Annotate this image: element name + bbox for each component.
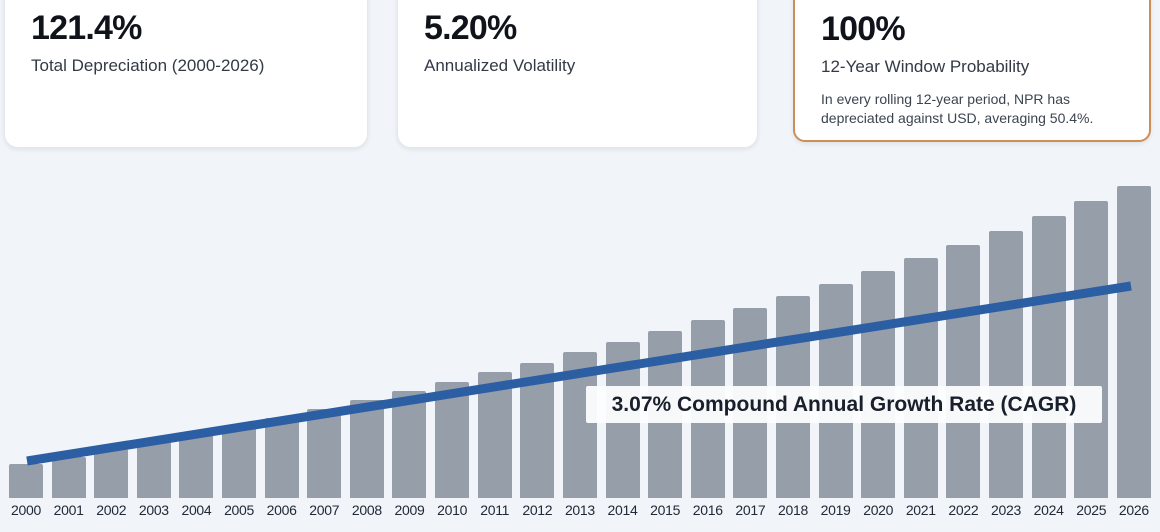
- x-label-2003: 2003: [138, 502, 169, 518]
- cagr-annotation: 3.07% Compound Annual Growth Rate (CAGR): [586, 386, 1102, 423]
- x-label-2002: 2002: [96, 502, 127, 518]
- bar-2006: [264, 418, 299, 498]
- x-label-2011: 2011: [480, 502, 510, 518]
- x-label-2013: 2013: [564, 502, 595, 518]
- stat-card-total-depreciation[interactable]: 121.4% Total Depreciation (2000-2026): [4, 0, 368, 148]
- x-label-2026: 2026: [1118, 502, 1149, 518]
- x-label-2014: 2014: [607, 502, 638, 518]
- stat-card-12-year-window-probability[interactable]: 100% 12-Year Window Probability In every…: [793, 0, 1151, 142]
- x-label-2017: 2017: [735, 502, 766, 518]
- bar-2004: [179, 434, 214, 498]
- bar-2010: [435, 382, 470, 498]
- bar-2021: [903, 258, 938, 498]
- bar-2001: [51, 457, 86, 498]
- x-label-2023: 2023: [991, 502, 1021, 518]
- x-label-2012: 2012: [522, 502, 553, 518]
- stat-label: Annualized Volatility: [424, 56, 576, 75]
- x-label-2020: 2020: [863, 502, 894, 518]
- x-label-2006: 2006: [266, 502, 297, 518]
- x-label-2004: 2004: [181, 502, 212, 518]
- bar-2026: [1116, 186, 1151, 498]
- bar-2020: [861, 271, 896, 498]
- bar-2022: [946, 245, 981, 498]
- stat-card-annualized-volatility[interactable]: 5.20% Annualized Volatility: [397, 0, 758, 148]
- x-label-2005: 2005: [224, 502, 255, 518]
- x-label-2000: 2000: [11, 502, 41, 518]
- bar-2003: [136, 442, 171, 498]
- stat-value: 5.20%: [424, 9, 517, 47]
- x-label-2019: 2019: [820, 502, 851, 518]
- x-label-2015: 2015: [650, 502, 681, 518]
- bar-2025: [1074, 201, 1109, 498]
- bar-2009: [392, 391, 427, 498]
- x-axis-labels: 2000 2001 2002 2003 2004 2005 2006 2007 2008 2009…: [0, 502, 1160, 518]
- stat-label: 12-Year Window Probability: [821, 57, 1030, 76]
- bar-2000: [9, 464, 43, 498]
- bar-2024: [1031, 216, 1066, 498]
- x-label-2024: 2024: [1033, 502, 1064, 518]
- bar-2005: [222, 426, 257, 498]
- bar-2007: [307, 409, 342, 498]
- x-label-2018: 2018: [777, 502, 808, 518]
- stat-label: Total Depreciation (2000-2026): [31, 56, 265, 75]
- x-label-2001: 2001: [53, 502, 84, 518]
- stat-description: In every rolling 12-year period, NPR has…: [821, 91, 1094, 126]
- x-label-2009: 2009: [394, 502, 425, 518]
- bar-2008: [349, 400, 384, 498]
- x-label-2008: 2008: [351, 502, 382, 518]
- bar-2002: [94, 449, 129, 498]
- bar-2013: [562, 352, 597, 498]
- bar-series: [0, 186, 1160, 498]
- bar-2012: [520, 363, 555, 498]
- x-label-2022: 2022: [948, 502, 979, 518]
- bar-2023: [989, 231, 1024, 498]
- bar-2011: [477, 372, 512, 498]
- x-label-2025: 2025: [1076, 502, 1107, 518]
- x-label-2021: 2021: [905, 502, 936, 518]
- x-label-2007: 2007: [309, 502, 340, 518]
- x-label-2016: 2016: [692, 502, 723, 518]
- x-label-2010: 2010: [437, 502, 468, 518]
- stat-value: 100%: [821, 10, 906, 48]
- stat-value: 121.4%: [31, 9, 142, 47]
